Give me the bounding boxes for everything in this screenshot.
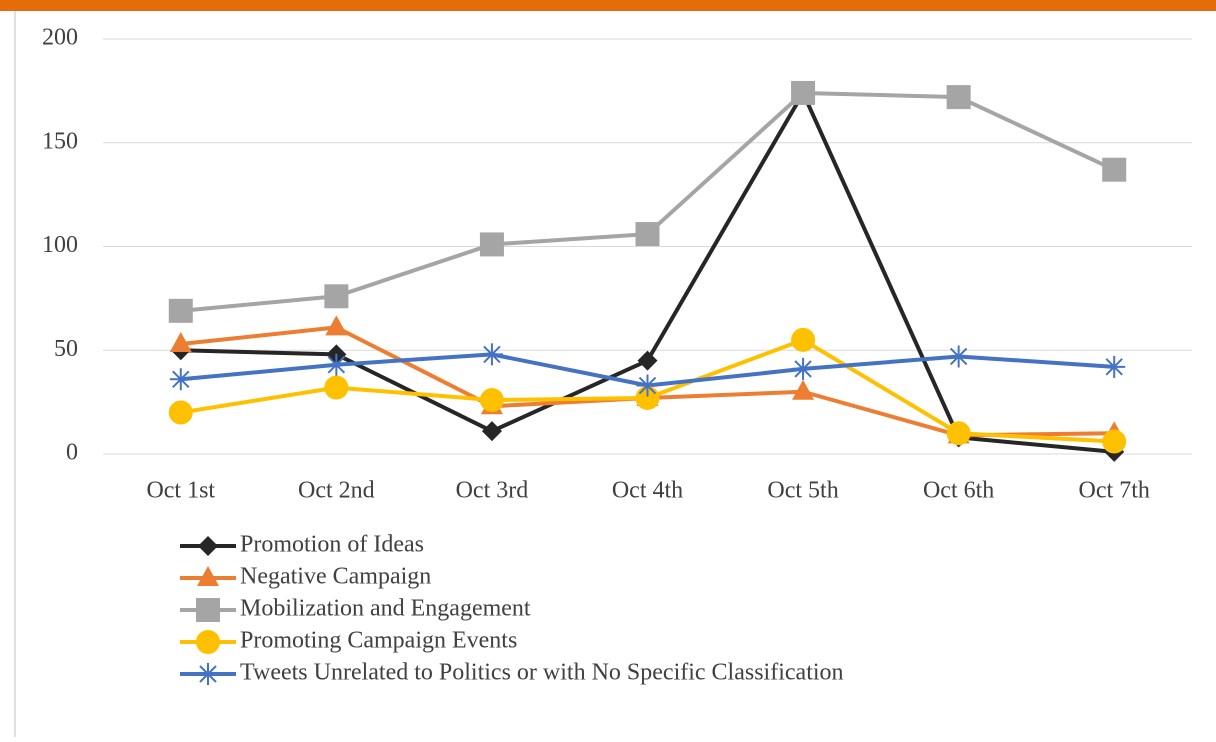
x-tick-label: Oct 5th bbox=[767, 478, 838, 504]
y-tick-label: 100 bbox=[42, 232, 78, 258]
data-point bbox=[325, 315, 348, 336]
x-tick-label: Oct 3rd bbox=[456, 478, 529, 504]
x-tick-label: Oct 7th bbox=[1079, 478, 1150, 504]
data-point bbox=[791, 80, 816, 105]
data-point bbox=[169, 332, 192, 353]
data-point bbox=[947, 345, 970, 368]
legend-marker bbox=[196, 598, 220, 622]
data-point bbox=[636, 374, 659, 397]
data-point bbox=[479, 388, 504, 413]
x-tick-label: Oct 2nd bbox=[298, 478, 375, 504]
legend-label: Tweets Unrelated to Politics or with No … bbox=[240, 660, 844, 686]
y-tick-label: 0 bbox=[66, 440, 78, 466]
data-point bbox=[791, 327, 816, 352]
legend-label: Promoting Campaign Events bbox=[240, 628, 517, 654]
data-point bbox=[637, 350, 658, 371]
data-point bbox=[325, 353, 348, 376]
legend-marker bbox=[196, 630, 220, 654]
legend-label: Promotion of Ideas bbox=[240, 532, 424, 558]
legend-marker bbox=[197, 566, 219, 586]
x-tick-label: Oct 6th bbox=[923, 478, 994, 504]
data-point bbox=[1102, 429, 1127, 454]
data-point bbox=[792, 379, 815, 400]
y-tick-label: 200 bbox=[42, 25, 78, 51]
data-point bbox=[324, 375, 349, 400]
y-tick-label: 150 bbox=[42, 128, 78, 154]
data-point bbox=[946, 421, 971, 446]
data-point bbox=[481, 421, 502, 442]
top-bar bbox=[0, 0, 1216, 11]
data-point bbox=[792, 357, 815, 380]
x-tick-label: Oct 1st bbox=[146, 478, 215, 504]
data-point bbox=[635, 222, 660, 247]
data-point bbox=[480, 343, 503, 366]
series-line bbox=[180, 90, 1116, 313]
x-tick-label: Oct 4th bbox=[612, 478, 683, 504]
data-point bbox=[479, 232, 504, 257]
data-point bbox=[168, 400, 193, 425]
data-point bbox=[1103, 355, 1126, 378]
legend-label: Mobilization and Engagement bbox=[240, 596, 531, 622]
legend-label: Negative Campaign bbox=[240, 564, 431, 590]
data-point bbox=[324, 284, 349, 309]
data-point bbox=[1102, 157, 1127, 182]
data-point bbox=[169, 368, 192, 391]
data-point bbox=[946, 85, 971, 110]
legend-marker bbox=[197, 663, 219, 685]
data-point bbox=[168, 298, 193, 323]
y-tick-label: 50 bbox=[54, 336, 78, 362]
legend-marker bbox=[198, 536, 218, 556]
